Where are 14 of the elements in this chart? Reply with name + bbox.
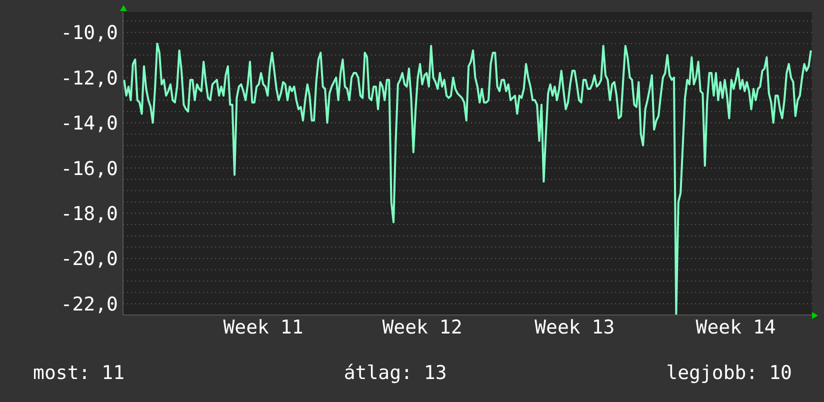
text: most: 11 — [33, 362, 125, 384]
y-tick-label: -20,0 — [60, 248, 118, 270]
x-tick-label: Week 12 — [382, 316, 462, 338]
y-tick-label: -22,0 — [60, 293, 118, 316]
text: átlag: 13 — [344, 362, 447, 384]
y-tick-label: -12,0 — [60, 67, 118, 90]
y-tick-label: -14,0 — [60, 112, 118, 135]
x-tick-label: Week 13 — [534, 316, 615, 338]
x-tick-label: Week 11 — [223, 316, 304, 338]
y-tick-label: -16,0 — [60, 158, 118, 180]
y-tick-label: -10,0 — [60, 22, 118, 44]
x-tick-label: Week 14 — [696, 316, 776, 338]
y-tick-label: -18,0 — [60, 202, 118, 225]
text: legjobb: 10 — [666, 362, 792, 384]
